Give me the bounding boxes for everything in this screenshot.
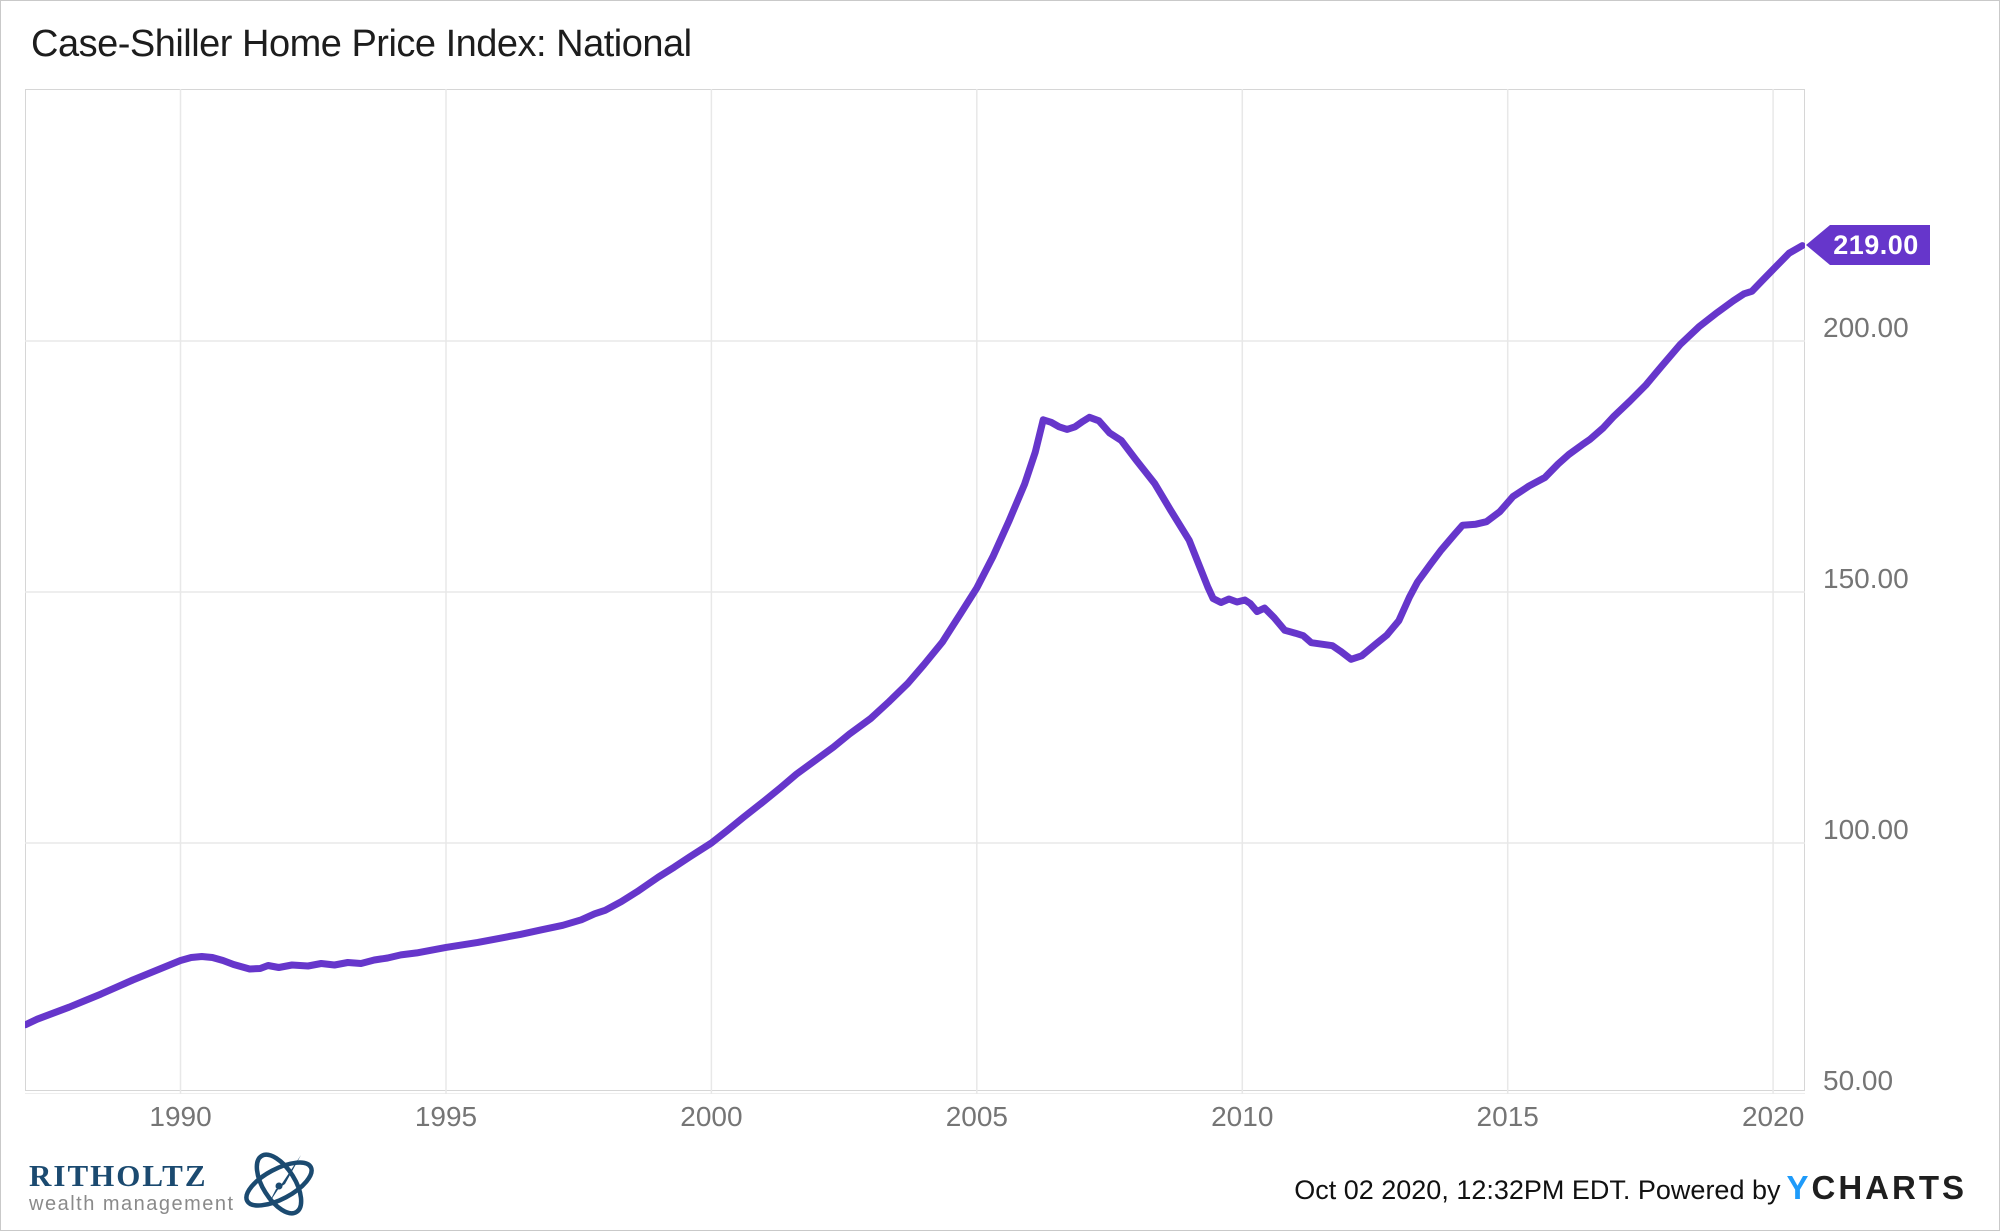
timestamp: Oct 02 2020, 12:32PM EDT. Powered by <box>1294 1175 1781 1205</box>
x-axis-tick-label: 2000 <box>680 1101 743 1132</box>
ritholtz-brand-name: RITHOLTZ <box>29 1157 208 1193</box>
ritholtz-brand-subtitle: wealth management <box>29 1192 235 1215</box>
x-axis-tick-label: 1995 <box>414 1101 478 1132</box>
y-axis-tick-label: 150.00 <box>1823 563 1909 594</box>
x-axis-tick-label: 2020 <box>1741 1101 1805 1132</box>
compass-gyroscope-icon <box>243 1152 314 1216</box>
y-axis-tick-label: 200.00 <box>1823 312 1909 343</box>
ritholtz-logo: RITHOLTZ wealth management <box>29 1152 319 1221</box>
ycharts-logo: YCHARTS <box>1786 1169 1967 1207</box>
chart-title: Case-Shiller Home Price Index: National <box>31 23 692 65</box>
price-line-chart <box>25 89 1805 1094</box>
x-axis-tick-label: 1990 <box>149 1101 212 1132</box>
latest-value-tag: 219.00 <box>1806 225 1930 265</box>
x-axis-tick-label: 2015 <box>1476 1101 1539 1132</box>
ritholtz-logo-text: RITHOLTZ wealth management <box>29 1157 235 1215</box>
ycharts-logo-charts: CHARTS <box>1811 1169 1967 1206</box>
footer-attribution: Oct 02 2020, 12:32PM EDT. Powered by YCH… <box>1294 1169 1967 1207</box>
ycharts-logo-y: Y <box>1786 1169 1812 1206</box>
x-axis-tick-label: 2005 <box>945 1101 1008 1132</box>
latest-value-label: 219.00 <box>1833 230 1919 260</box>
y-axis-tick-label: 100.00 <box>1823 814 1909 845</box>
x-axis-tick-label: 2010 <box>1211 1101 1274 1132</box>
y-axis-tick-label: 50.00 <box>1823 1065 1894 1096</box>
